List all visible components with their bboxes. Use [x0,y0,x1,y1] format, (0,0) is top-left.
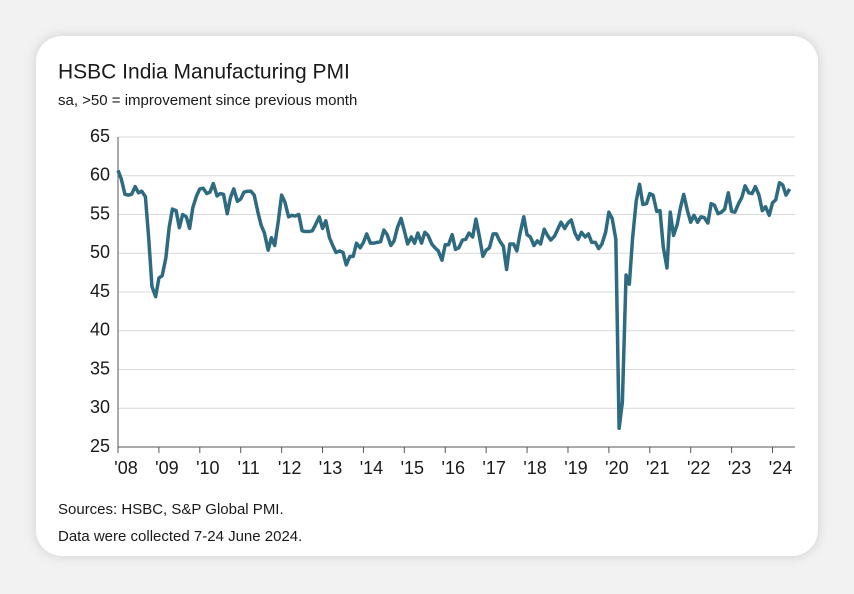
y-tick-label: 30 [90,397,110,417]
x-tick-label: '14 [360,458,383,478]
x-tick-label: '13 [319,458,342,478]
x-tick-label: '16 [442,458,465,478]
y-tick-label: 60 [90,165,110,185]
source-note: Sources: HSBC, S&P Global PMI. [58,501,284,518]
chart-subtitle: sa, >50 = improvement since previous mon… [58,92,357,109]
x-tick-label: '20 [605,458,628,478]
collection-note: Data were collected 7-24 June 2024. [58,528,302,545]
pmi-line [116,169,792,431]
x-tick-label: '17 [482,458,505,478]
x-tick-label: '12 [278,458,301,478]
y-tick-label: 25 [90,436,110,456]
x-tick-label: '23 [728,458,751,478]
x-tick-label: '21 [646,458,669,478]
x-tick-label: '10 [196,458,219,478]
x-tick-label: '18 [523,458,546,478]
y-tick-label: 45 [90,281,110,301]
y-tick-label: 50 [90,242,110,262]
y-tick-label: 35 [90,358,110,378]
x-tick-label: '15 [401,458,424,478]
y-tick-label: 55 [90,203,110,223]
y-tick-label: 65 [90,126,110,146]
x-tick-label: '11 [238,458,260,478]
x-tick-label: '08 [114,458,137,478]
card [36,36,818,556]
x-tick-label: '22 [687,458,710,478]
x-tick-label: '24 [769,458,792,478]
x-tick-label: '19 [564,458,587,478]
y-tick-label: 40 [90,320,110,340]
chart-title: HSBC India Manufacturing PMI [58,61,350,84]
x-tick-label: '09 [155,458,178,478]
